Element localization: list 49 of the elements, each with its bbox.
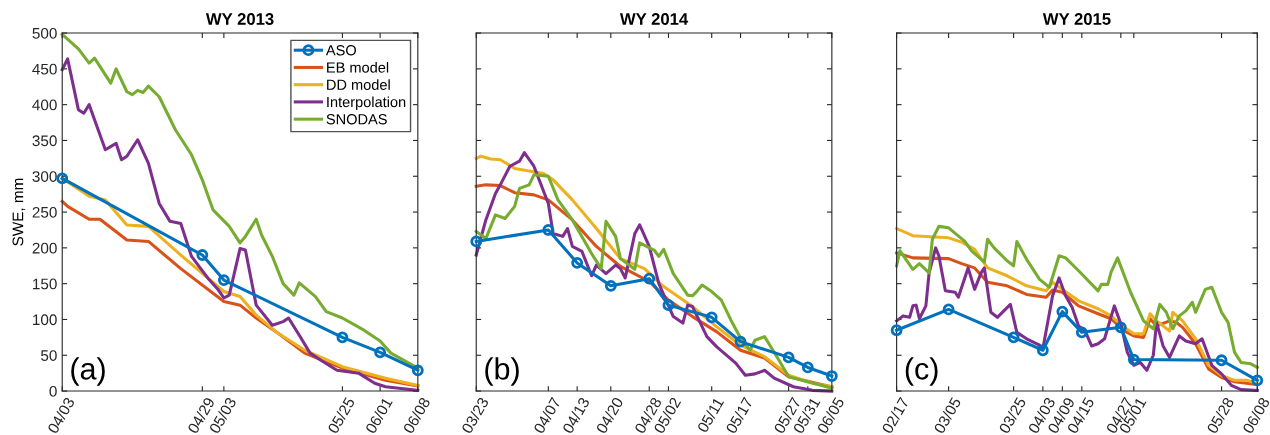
legend-label: DD model [327, 79, 390, 90]
point [801, 361, 814, 374]
y-tick-label: 0 [49, 385, 57, 397]
y-tick-label: 300 [32, 171, 57, 182]
point [1007, 331, 1020, 344]
annotation: (a) [71, 357, 105, 386]
point [470, 235, 483, 248]
annotation: (b) [485, 357, 519, 386]
y-tick-label: 200 [32, 242, 57, 254]
point [542, 224, 555, 236]
point [571, 256, 584, 269]
point [196, 249, 209, 261]
y-tick-label: 150 [33, 278, 57, 290]
chart-title: WY 2014 [619, 13, 689, 25]
point [217, 274, 230, 286]
y-tick-label: 500 [32, 27, 57, 39]
y-tick-label: 250 [32, 206, 57, 218]
legend-label: Interpolation [327, 96, 406, 111]
y-tick-label: 50 [40, 350, 57, 361]
point [1127, 353, 1140, 366]
point [782, 351, 795, 364]
point [734, 335, 747, 348]
point [1251, 374, 1264, 387]
point [374, 346, 387, 359]
y-tick-label: 350 [32, 135, 57, 147]
point [643, 272, 656, 285]
point [705, 311, 718, 324]
point [1056, 305, 1069, 318]
y-tick-label: 400 [32, 99, 57, 111]
legend-label: ASO [325, 45, 356, 56]
point [942, 303, 955, 316]
point [1075, 326, 1088, 339]
point [411, 364, 424, 377]
point [1036, 344, 1049, 357]
legend-label: EB model [327, 61, 389, 73]
chart-title: WY 2015 [1042, 13, 1111, 25]
y-tick-label: 450 [32, 63, 57, 75]
legend-label: SNODAS [326, 114, 387, 125]
chart-title: WY 2013 [205, 13, 274, 25]
point [1114, 321, 1127, 334]
point [825, 370, 838, 382]
point [662, 299, 675, 312]
y-tick-label: 100 [33, 314, 57, 326]
point [604, 279, 617, 292]
point [56, 172, 69, 185]
y-axis-title: SWE, mm [12, 178, 26, 246]
point [1215, 354, 1228, 367]
point [336, 331, 349, 344]
annotation: (c) [905, 357, 938, 386]
